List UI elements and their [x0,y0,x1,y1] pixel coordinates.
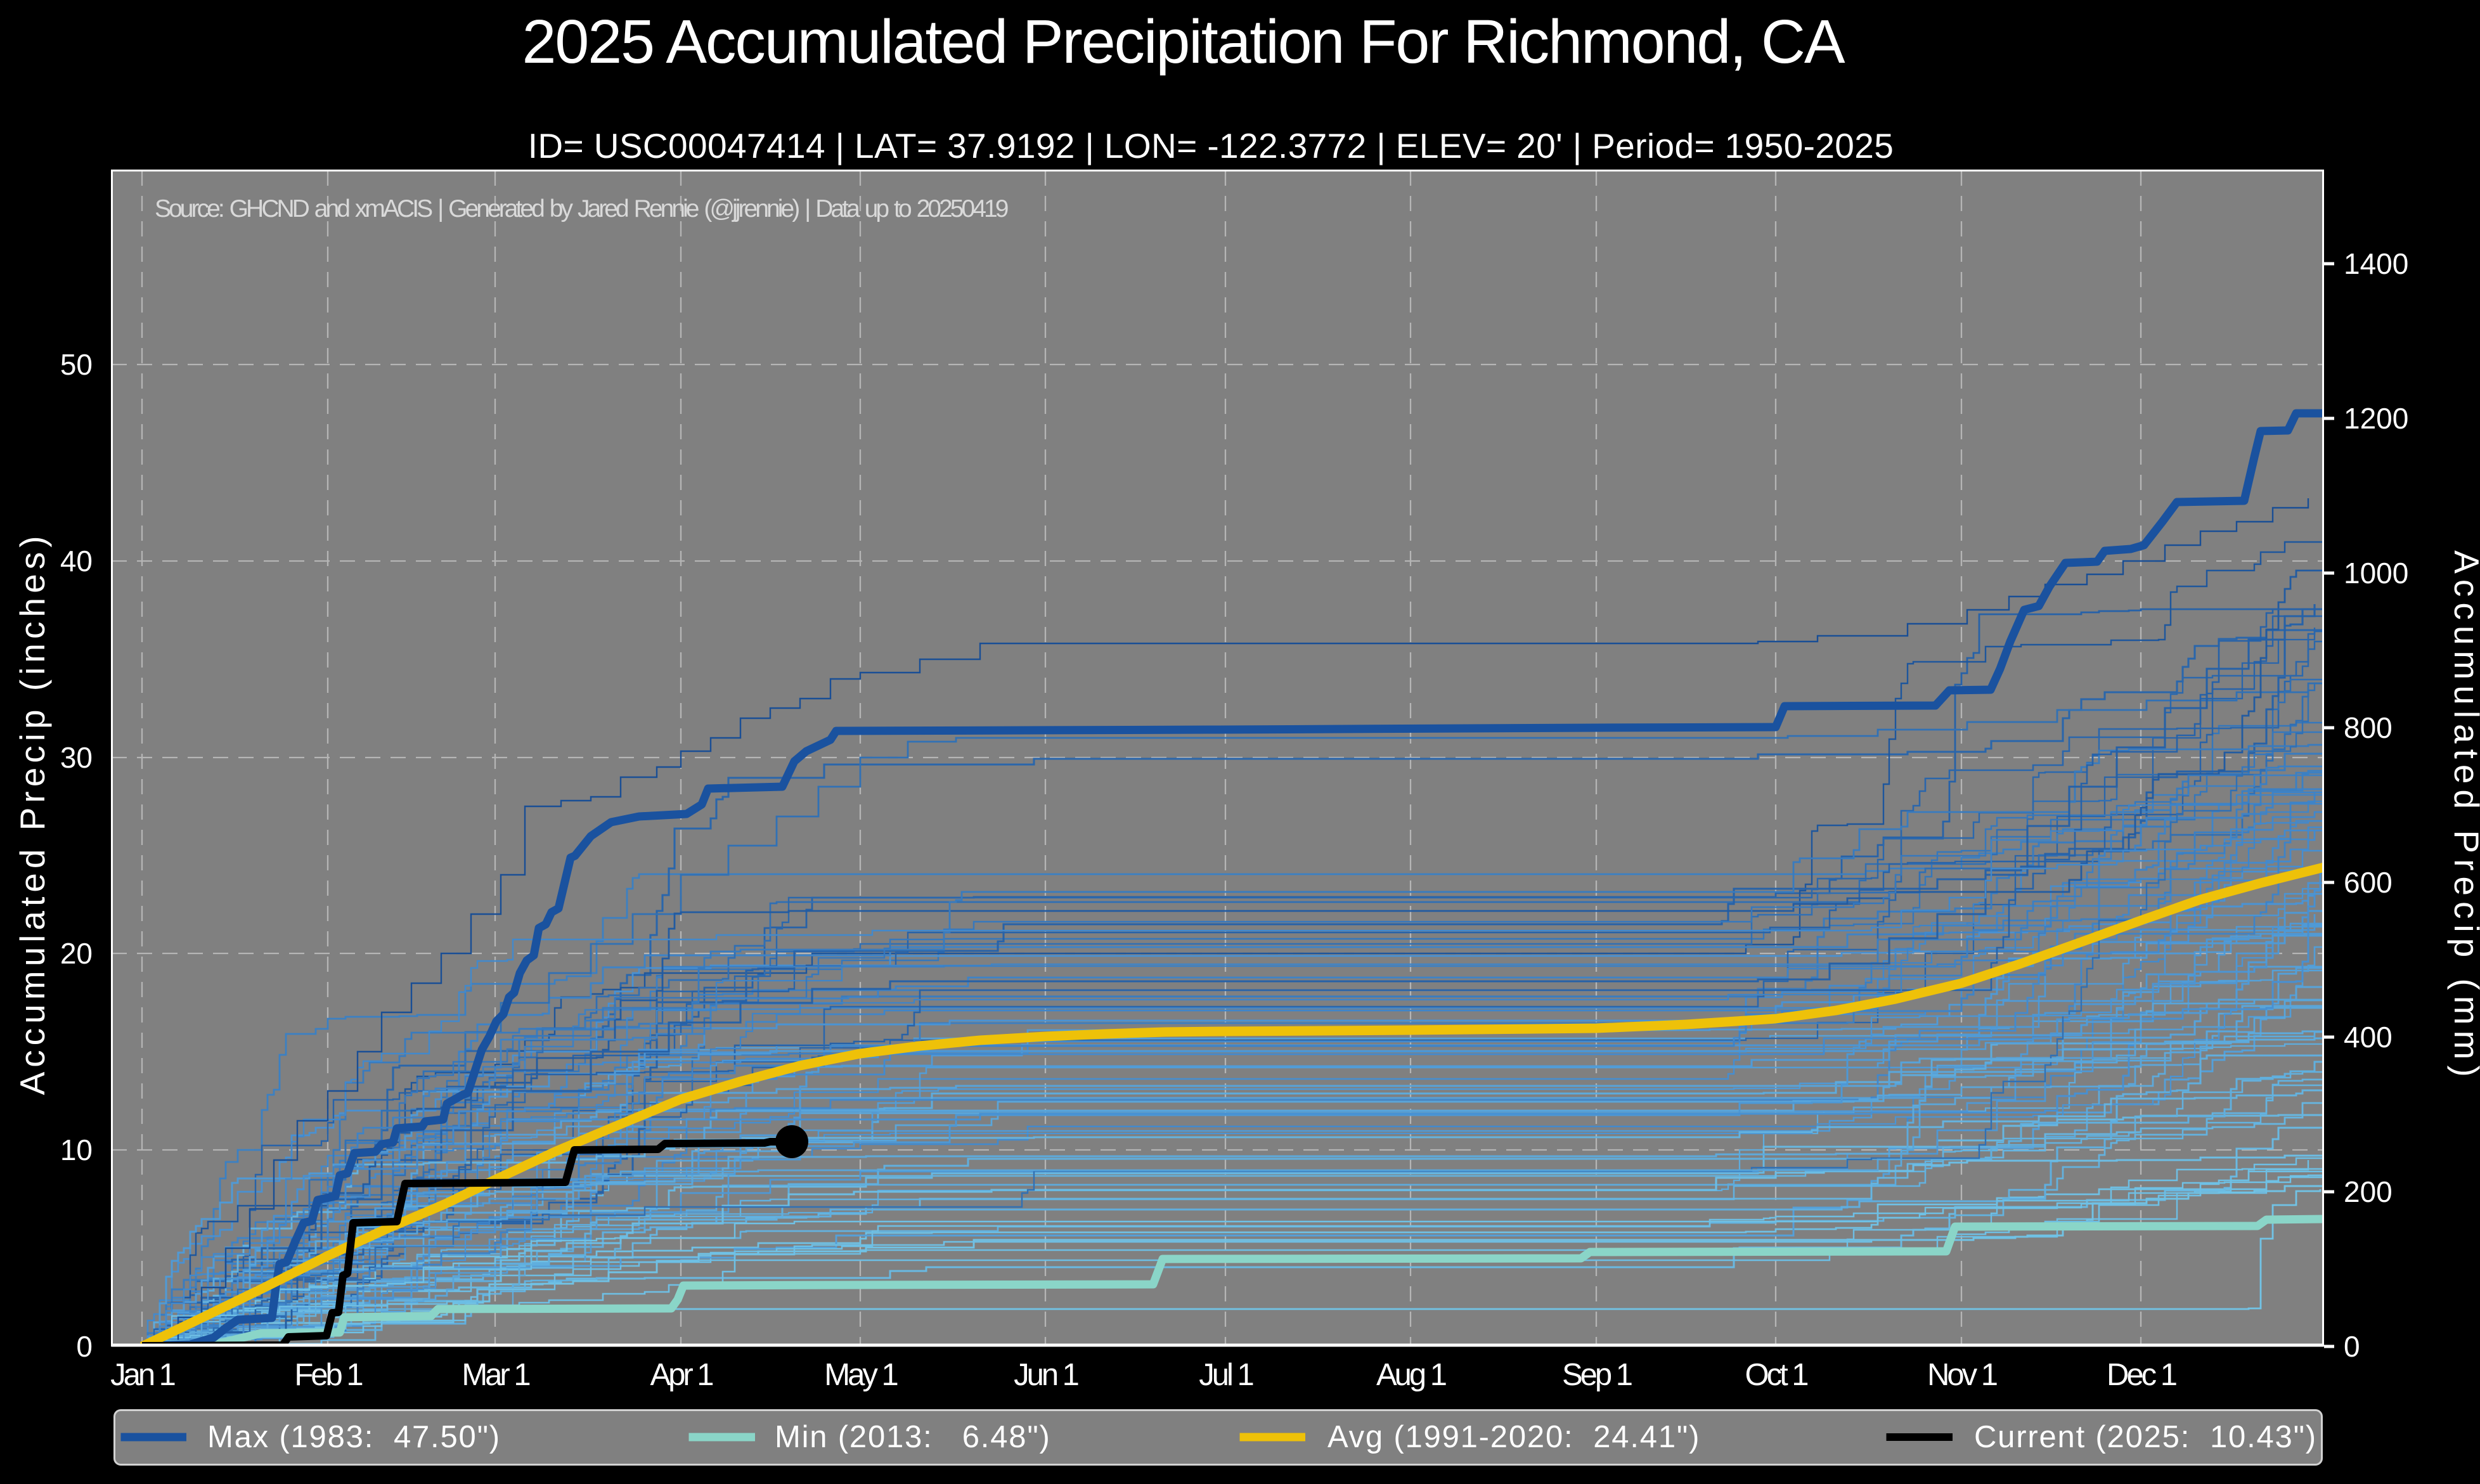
svg-text:2025 Accumulated Precipitation: 2025 Accumulated Precipitation For Richm… [522,7,1845,76]
svg-text:20: 20 [60,937,93,970]
svg-text:Oct 1: Oct 1 [1745,1358,1807,1392]
svg-text:200: 200 [2344,1175,2393,1208]
svg-text:600: 600 [2344,866,2393,899]
svg-text:0: 0 [76,1330,93,1363]
svg-text:Accumulated Precip (mm): Accumulated Precip (mm) [2447,550,2480,1083]
svg-text:40: 40 [60,545,93,577]
svg-text:Jul 1: Jul 1 [1199,1358,1253,1392]
svg-text:Mar 1: Mar 1 [462,1358,529,1392]
svg-text:Max (1983: 47.50"): Max (1983: 47.50") [207,1420,501,1454]
svg-text:0: 0 [2344,1330,2360,1363]
svg-text:May 1: May 1 [824,1358,897,1392]
svg-text:Dec 1: Dec 1 [2107,1358,2176,1392]
svg-text:800: 800 [2344,711,2393,744]
svg-text:Feb 1: Feb 1 [294,1358,362,1392]
svg-text:Apr 1: Apr 1 [650,1358,713,1392]
svg-text:Avg (1991-2020: 24.41"): Avg (1991-2020: 24.41") [1327,1420,1700,1454]
svg-text:Min (2013: 6.48"): Min (2013: 6.48") [775,1420,1051,1454]
svg-text:1200: 1200 [2344,402,2408,435]
svg-text:1000: 1000 [2344,557,2408,590]
svg-text:Jan 1: Jan 1 [110,1358,175,1392]
svg-text:Sep 1: Sep 1 [1562,1358,1632,1392]
svg-text:1400: 1400 [2344,247,2408,280]
svg-text:Current (2025: 10.43"): Current (2025: 10.43") [1974,1420,2317,1454]
svg-text:400: 400 [2344,1021,2393,1054]
svg-text:30: 30 [60,741,93,774]
svg-text:Nov 1: Nov 1 [1927,1358,1997,1392]
svg-text:Jun 1: Jun 1 [1014,1358,1078,1392]
svg-text:Source: GHCND and xmACIS | Gen: Source: GHCND and xmACIS | Generated by … [155,195,1008,223]
svg-text:Accumulated Precip (inches): Accumulated Precip (inches) [13,531,52,1095]
svg-text:Aug 1: Aug 1 [1376,1358,1446,1392]
svg-text:50: 50 [60,348,93,381]
svg-text:ID= USC00047414 | LAT= 37.9192: ID= USC00047414 | LAT= 37.9192 | LON= -1… [528,126,1894,165]
svg-text:10: 10 [60,1133,93,1166]
